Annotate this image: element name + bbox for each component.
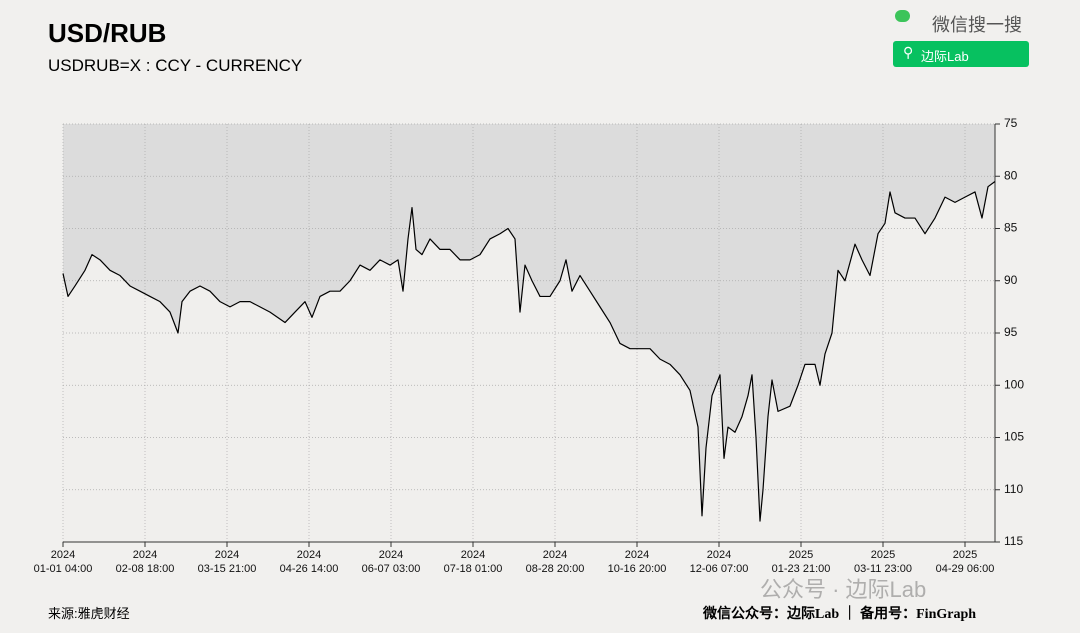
x-tick-label: 2024 12-06 07:00: [689, 549, 749, 575]
x-tick-label: 2024 10-16 20:00: [607, 549, 667, 575]
x-tick-label: 2025 01-23 21:00: [771, 549, 831, 575]
wechat-icon: [895, 10, 910, 22]
y-tick-label: 95: [1004, 325, 1018, 339]
price-line: [62, 180, 996, 522]
area-fill: [63, 124, 995, 522]
y-tick-label: 80: [1004, 168, 1018, 182]
y-tick-label: 110: [1004, 482, 1023, 496]
y-tick-label: 105: [1004, 430, 1024, 444]
x-tick-label: 2024 01-01 04:00: [33, 549, 93, 575]
y-tick-label: 90: [1004, 273, 1018, 287]
x-tick-label: 2025 04-29 06:00: [935, 549, 995, 575]
credit: 微信公众号：边际Lab ｜ 备用号：FinGraph: [703, 607, 977, 622]
search-button-label: 边际Lab: [921, 49, 969, 64]
y-tick-label: 115: [1004, 534, 1023, 548]
chart-subtitle: USDRUB=X : CCY - CURRENCY: [48, 56, 303, 75]
search-label: 微信搜一搜: [932, 15, 1022, 35]
y-tick-label: 85: [1004, 221, 1018, 235]
x-tick-label: 2024 03-15 21:00: [197, 549, 257, 575]
y-tick-label: 75: [1004, 116, 1018, 130]
y-tick-label: 100: [1004, 377, 1024, 391]
watermark: 公众号 · 边际Lab: [760, 577, 927, 602]
source: 来源:雅虎财经: [48, 606, 130, 621]
search-button[interactable]: ⚲ 边际Lab: [893, 41, 1029, 67]
x-tick-label: 2024 02-08 18:00: [115, 549, 175, 575]
x-tick-label: 2024 06-07 03:00: [361, 549, 421, 575]
x-tick-label: 2024 04-26 14:00: [279, 549, 339, 575]
x-tick-label: 2025 03-11 23:00: [854, 549, 912, 575]
x-tick-label: 2024 07-18 01:00: [443, 549, 503, 575]
x-tick-label: 2024 08-28 20:00: [525, 549, 585, 575]
chart-title: USD/RUB: [48, 18, 167, 48]
